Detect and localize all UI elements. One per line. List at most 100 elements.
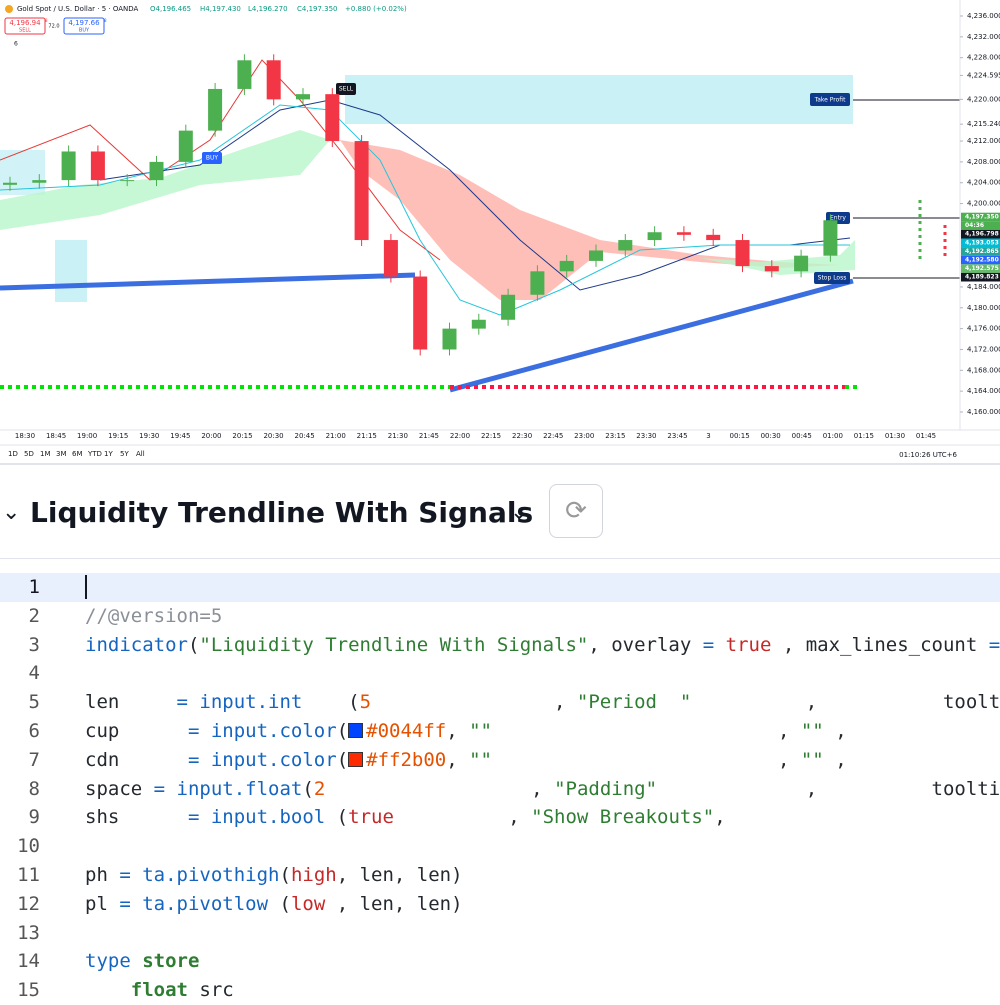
stop-loss-label: Stop Loss xyxy=(818,275,847,282)
code-token: indicator xyxy=(85,633,188,656)
x-tick-label: 21:00 xyxy=(326,432,346,440)
range-button[interactable]: All xyxy=(136,450,145,458)
x-tick-label: 3 xyxy=(706,432,710,440)
code-line: 4 xyxy=(0,659,1000,688)
code-token: input.float xyxy=(176,777,303,800)
price-tag xyxy=(961,264,1000,273)
price-tag xyxy=(961,247,1000,256)
spread: 72.0 xyxy=(48,24,59,30)
x-tick-label: 21:45 xyxy=(419,432,439,440)
x-tick-label: 00:45 xyxy=(792,432,812,440)
code-line: 9 shs = input.bool (true , "Show Breakout… xyxy=(0,803,1000,832)
line-number: 2 xyxy=(28,604,40,627)
candle xyxy=(208,88,223,131)
y-tick-label: 4,168.000 xyxy=(967,366,1000,374)
buy-signal: BUY xyxy=(206,155,219,162)
code-token: , toolt xyxy=(691,691,1000,714)
range-button[interactable]: 3M xyxy=(56,450,67,458)
price-tag xyxy=(961,255,1000,265)
x-tick-label: 23:30 xyxy=(636,432,656,440)
x-tick-label: 20:00 xyxy=(201,432,221,440)
code-text[interactable]: type store xyxy=(85,947,199,976)
y-tick-label: 4,176.000 xyxy=(967,325,1000,333)
range-button[interactable]: 6M xyxy=(72,450,83,458)
candle xyxy=(120,180,135,182)
x-tick-label: 20:45 xyxy=(295,432,315,440)
code-token: , xyxy=(446,719,470,742)
candle xyxy=(676,232,691,235)
x-tick-label: 01:30 xyxy=(885,432,905,440)
line-number: 8 xyxy=(28,777,40,800)
code-text[interactable]: cdn = input.color(#ff2b00, "" , "" , xyxy=(85,746,847,775)
code-text[interactable]: pl = ta.pivotlow (low , len, len) xyxy=(85,890,463,919)
code-text[interactable]: shs = input.bool (true , "Show Breakouts… xyxy=(85,803,726,832)
take-profit-label: Take Profit xyxy=(814,97,847,104)
price-tag-label: 4,189.823 xyxy=(965,274,999,281)
code-text[interactable]: cup = input.color(#0044ff, "" , "" , xyxy=(85,717,847,746)
range-button[interactable]: 1D xyxy=(8,450,18,458)
line-number: 11 xyxy=(17,863,40,886)
code-line: 14 type store xyxy=(0,947,1000,976)
code-token: , xyxy=(492,719,801,742)
code-line: 7 cdn = input.color(#ff2b00, "" , "" , xyxy=(0,746,1000,775)
code-text[interactable]: indicator("Liquidity Trendline With Sign… xyxy=(85,631,1000,660)
line-number: 13 xyxy=(17,921,40,944)
range-button[interactable]: 5Y xyxy=(120,450,129,458)
y-tick-label: 4,184.000 xyxy=(967,283,1000,291)
candle xyxy=(266,60,281,100)
x-tick-label: 00:30 xyxy=(761,432,781,440)
code-token: "" xyxy=(800,748,824,771)
x-tick-label: 18:45 xyxy=(46,432,66,440)
code-token: = xyxy=(187,806,211,829)
code-token: = xyxy=(702,633,715,656)
x-tick-label: 00:15 xyxy=(730,432,750,440)
x-tick-label: 01:15 xyxy=(854,432,874,440)
code-text[interactable]: len = input.int (5 , "Period " , toolt xyxy=(85,688,1000,717)
code-token: cup xyxy=(85,719,188,742)
code-token: "Period " xyxy=(576,691,692,714)
line-number: 5 xyxy=(28,691,40,714)
code-line: 12 pl = ta.pivotlow (low , len, len) xyxy=(0,890,1000,919)
code-text[interactable] xyxy=(85,575,87,599)
candle xyxy=(61,151,76,181)
range-button[interactable]: 1M xyxy=(40,450,51,458)
code-token: "" xyxy=(469,719,492,742)
line-number: 6 xyxy=(28,719,40,742)
code-text[interactable]: space = input.float(2 , "Padding" , tool… xyxy=(85,775,1000,804)
code-token: ta.pivothigh xyxy=(142,863,280,886)
code-text[interactable]: float src xyxy=(85,976,234,1005)
refresh-button[interactable]: ⟳ xyxy=(549,484,603,538)
x-tick-label: 19:45 xyxy=(170,432,190,440)
script-title[interactable]: Liquidity Trendline With Signals xyxy=(30,496,534,529)
price-tag xyxy=(961,238,1000,248)
sell-label[interactable]: SELL xyxy=(19,28,31,34)
candle xyxy=(471,319,486,329)
sell-price[interactable]: 4,196.94 xyxy=(9,19,41,27)
range-button[interactable]: 1Y xyxy=(104,450,113,458)
range-button[interactable]: YTD xyxy=(87,450,102,458)
candle xyxy=(90,151,105,181)
range-button[interactable]: 5D xyxy=(24,450,34,458)
color-swatch[interactable] xyxy=(348,751,364,767)
sell-sup: 8 xyxy=(45,18,48,23)
code-text[interactable]: ph = ta.pivothigh(high, len, len) xyxy=(85,861,463,890)
color-swatch[interactable] xyxy=(348,722,364,738)
code-token: = xyxy=(187,748,211,771)
code-token: , xyxy=(371,691,577,714)
buy-label[interactable]: BUY xyxy=(79,28,90,34)
buy-price[interactable]: 4,197.66 xyxy=(68,19,100,27)
code-token: = xyxy=(119,863,143,886)
buy-sup: 8 xyxy=(104,18,107,23)
code-token: space xyxy=(85,777,154,800)
indicator-count[interactable]: 6 xyxy=(14,41,18,48)
code-line: 8 space = input.float(2 , "Padding" , too… xyxy=(0,775,1000,804)
code-token: = xyxy=(176,691,200,714)
candle xyxy=(589,250,603,261)
code-token: pl xyxy=(85,892,120,915)
candle xyxy=(530,271,545,295)
y-tick-label: 4,164.000 xyxy=(967,387,1000,395)
code-token xyxy=(714,634,725,656)
code-text[interactable]: //@version=5 xyxy=(85,602,222,631)
price-tag-label: 4,192.580 xyxy=(965,257,999,264)
